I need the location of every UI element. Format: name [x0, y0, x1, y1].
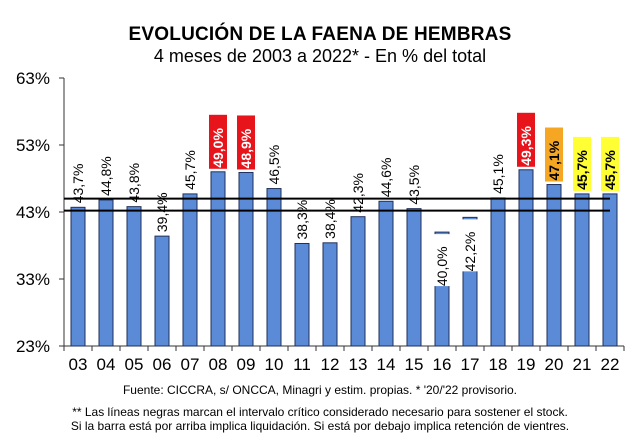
y-tick-label: 63% [16, 69, 50, 88]
y-tick-label: 23% [16, 337, 50, 356]
x-tick-label: 14 [377, 355, 396, 374]
data-label-highlight [237, 115, 255, 170]
data-label: 45,7% [574, 150, 590, 190]
data-label-background [462, 219, 478, 272]
data-label: 48,9% [238, 128, 254, 168]
bar [322, 242, 338, 347]
x-tick-label: 20 [545, 355, 564, 374]
bar [378, 200, 394, 347]
x-tick-label: 04 [97, 355, 116, 374]
data-label-highlight [209, 114, 227, 169]
data-label-highlight [545, 127, 563, 182]
chart-subtitle: 4 meses de 2003 a 2022* - En % del total [153, 46, 487, 66]
data-label-background [434, 234, 450, 287]
x-tick-label: 17 [461, 355, 480, 374]
x-tick-label: 12 [321, 355, 340, 374]
data-label: 43,8% [126, 163, 142, 203]
data-label-highlight [601, 136, 619, 191]
x-tick-label: 21 [573, 355, 592, 374]
x-tick-label: 13 [349, 355, 368, 374]
data-label: 45,7% [182, 150, 198, 190]
x-tick-label: 19 [517, 355, 536, 374]
y-tick-label: 43% [16, 203, 50, 222]
source-note: Fuente: CICCRA, s/ ONCCA, Minagri y esti… [122, 383, 518, 397]
data-label: 45,7% [602, 150, 618, 190]
data-label: 49,0% [210, 128, 226, 168]
bar [266, 188, 282, 347]
data-label: 43,7% [70, 164, 86, 204]
data-label: 38,4% [322, 199, 338, 239]
data-label: 42,2% [462, 232, 478, 272]
data-label: 49,3% [518, 126, 534, 166]
bar [126, 206, 142, 347]
bar [210, 171, 226, 347]
x-tick-label: 06 [153, 355, 172, 374]
y-tick-label: 33% [16, 270, 50, 289]
x-tick-label: 05 [125, 355, 144, 374]
bar [406, 208, 422, 347]
bar [182, 193, 198, 347]
data-label: 45,1% [490, 154, 506, 194]
x-tick-label: 18 [489, 355, 508, 374]
bar [350, 216, 366, 347]
explanatory-note: ** Las líneas negras marcan el intervalo… [0, 405, 640, 433]
x-tick-label: 08 [209, 355, 228, 374]
x-tick-label: 03 [69, 355, 88, 374]
data-label: 43,5% [406, 165, 422, 205]
data-label: 42,3% [350, 173, 366, 213]
x-tick-label: 22 [601, 355, 620, 374]
bar [238, 171, 254, 347]
note-line-2: Si la barra está por arriba implica liqu… [70, 419, 570, 433]
x-tick-label: 10 [265, 355, 284, 374]
bar [574, 193, 590, 347]
data-label: 39,4% [154, 192, 170, 232]
x-tick-label: 15 [405, 355, 424, 374]
bar [98, 199, 114, 347]
data-label: 46,5% [266, 145, 282, 185]
data-label: 38,3% [294, 200, 310, 240]
bar [70, 206, 86, 347]
x-tick-label: 16 [433, 355, 452, 374]
bar [294, 242, 310, 347]
data-label-highlight [517, 112, 535, 167]
y-tick-label: 53% [16, 136, 50, 155]
x-tick-label: 11 [293, 355, 311, 374]
x-tick-label: 09 [237, 355, 256, 374]
data-label-highlight [573, 136, 591, 191]
data-label: 44,8% [98, 156, 114, 196]
data-label: 47,1% [546, 140, 562, 180]
bar [518, 169, 534, 347]
data-label: 44,6% [378, 158, 394, 198]
bar [546, 184, 562, 347]
bar [490, 197, 506, 347]
bar [602, 193, 618, 347]
note-line-1: ** Las líneas negras marcan el intervalo… [72, 405, 568, 419]
data-label: 40,0% [434, 246, 450, 286]
bar [154, 235, 170, 347]
chart-title: EVOLUCIÓN DE LA FAENA DE HEMBRAS [128, 24, 512, 45]
x-tick-label: 07 [181, 355, 200, 374]
